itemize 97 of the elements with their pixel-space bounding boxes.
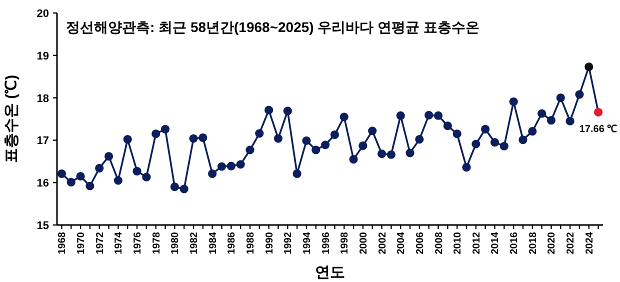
x-tick-label: 1990 — [264, 232, 276, 254]
x-tick-label: 1972 — [94, 232, 106, 254]
point — [406, 148, 414, 158]
x-tick-label: 1982 — [189, 232, 200, 254]
point — [396, 111, 405, 120]
point — [443, 121, 452, 130]
point — [226, 162, 236, 170]
point — [424, 110, 434, 120]
x-axis-title: 연도 — [315, 264, 345, 281]
y-tick-label: 18 — [36, 92, 49, 105]
x-tick-label: 2014 — [490, 232, 502, 254]
x-tick-label: 1984 — [208, 232, 219, 254]
point — [208, 169, 217, 178]
point — [95, 164, 104, 172]
x-tick-label: 1976 — [132, 232, 144, 254]
point — [283, 106, 292, 116]
point — [274, 134, 283, 143]
x-tick-label: 1968 — [57, 232, 68, 254]
point — [312, 146, 320, 154]
point — [528, 126, 537, 136]
point — [292, 169, 302, 178]
point — [509, 97, 518, 106]
point — [142, 172, 151, 182]
point — [246, 146, 254, 154]
x-tick-label: 2012 — [471, 232, 482, 254]
x-tick-label: 1980 — [170, 232, 182, 254]
x-tick-label: 2018 — [528, 232, 539, 254]
point — [415, 135, 424, 144]
x-tick-label: 2000 — [358, 232, 370, 254]
point — [377, 149, 386, 158]
y-axis-title: 표층수온 (℃) — [3, 74, 20, 164]
x-tick-label: 1994 — [302, 232, 313, 254]
x-tick-label: 2002 — [377, 232, 388, 254]
point — [490, 138, 500, 147]
chart-title: 정선해양관측: 최근 58년간(1968~2025) 우리바다 연평균 표층수온 — [66, 19, 480, 35]
point — [217, 162, 226, 171]
point — [180, 184, 188, 194]
x-tick-label: 1986 — [226, 232, 238, 254]
point — [472, 140, 480, 148]
point — [76, 172, 85, 181]
point — [170, 182, 179, 192]
point — [114, 176, 122, 185]
x-tick-label: 1978 — [151, 232, 162, 254]
point — [340, 112, 348, 122]
point — [330, 130, 340, 139]
point — [452, 130, 462, 138]
point — [556, 94, 565, 102]
x-tick-label: 2008 — [434, 232, 445, 254]
point — [349, 154, 358, 164]
point — [189, 134, 198, 143]
point — [386, 150, 396, 159]
x-tick-label: 1970 — [76, 232, 88, 254]
annotation: 17.66 ℃ — [579, 124, 618, 136]
point — [566, 116, 574, 126]
point — [57, 169, 66, 178]
point — [368, 126, 377, 136]
x-tick-label: 1996 — [320, 232, 332, 254]
x-tick-label: 2020 — [546, 232, 558, 254]
point — [160, 124, 170, 134]
x-tick-label: 1992 — [283, 232, 294, 254]
point — [132, 166, 142, 176]
point — [320, 140, 330, 150]
x-tick-label: 1988 — [245, 232, 256, 254]
y-tick-label: 15 — [36, 220, 49, 232]
point — [546, 116, 556, 125]
x-tick-label: 2004 — [396, 232, 408, 254]
point — [575, 90, 584, 99]
y-tick-label: 16 — [36, 178, 49, 190]
point — [538, 109, 546, 118]
y-tick-label: 20 — [36, 8, 49, 20]
x-tick-label: 2010 — [452, 232, 464, 254]
point — [302, 136, 311, 145]
point — [434, 111, 443, 120]
point — [198, 133, 208, 142]
y-tick-label: 17 — [36, 135, 49, 148]
point — [358, 141, 368, 150]
x-tick-label: 2022 — [566, 232, 577, 254]
point — [518, 135, 528, 144]
x-tick-label: 2024 — [584, 232, 596, 254]
point — [500, 142, 508, 150]
x-tick-label: 1998 — [340, 232, 351, 254]
point — [264, 106, 274, 114]
point — [104, 152, 114, 161]
x-tick-label: 1974 — [114, 232, 125, 254]
point — [462, 163, 471, 172]
point — [594, 108, 603, 117]
point — [86, 182, 94, 190]
point — [481, 124, 490, 134]
x-tick-label: 2006 — [414, 232, 426, 254]
point — [66, 178, 76, 186]
point — [584, 62, 594, 72]
point — [152, 130, 160, 138]
point — [236, 160, 245, 169]
point — [255, 129, 264, 138]
y-tick-label: 19 — [36, 50, 49, 62]
point — [123, 135, 132, 144]
x-tick-label: 2016 — [509, 232, 520, 254]
